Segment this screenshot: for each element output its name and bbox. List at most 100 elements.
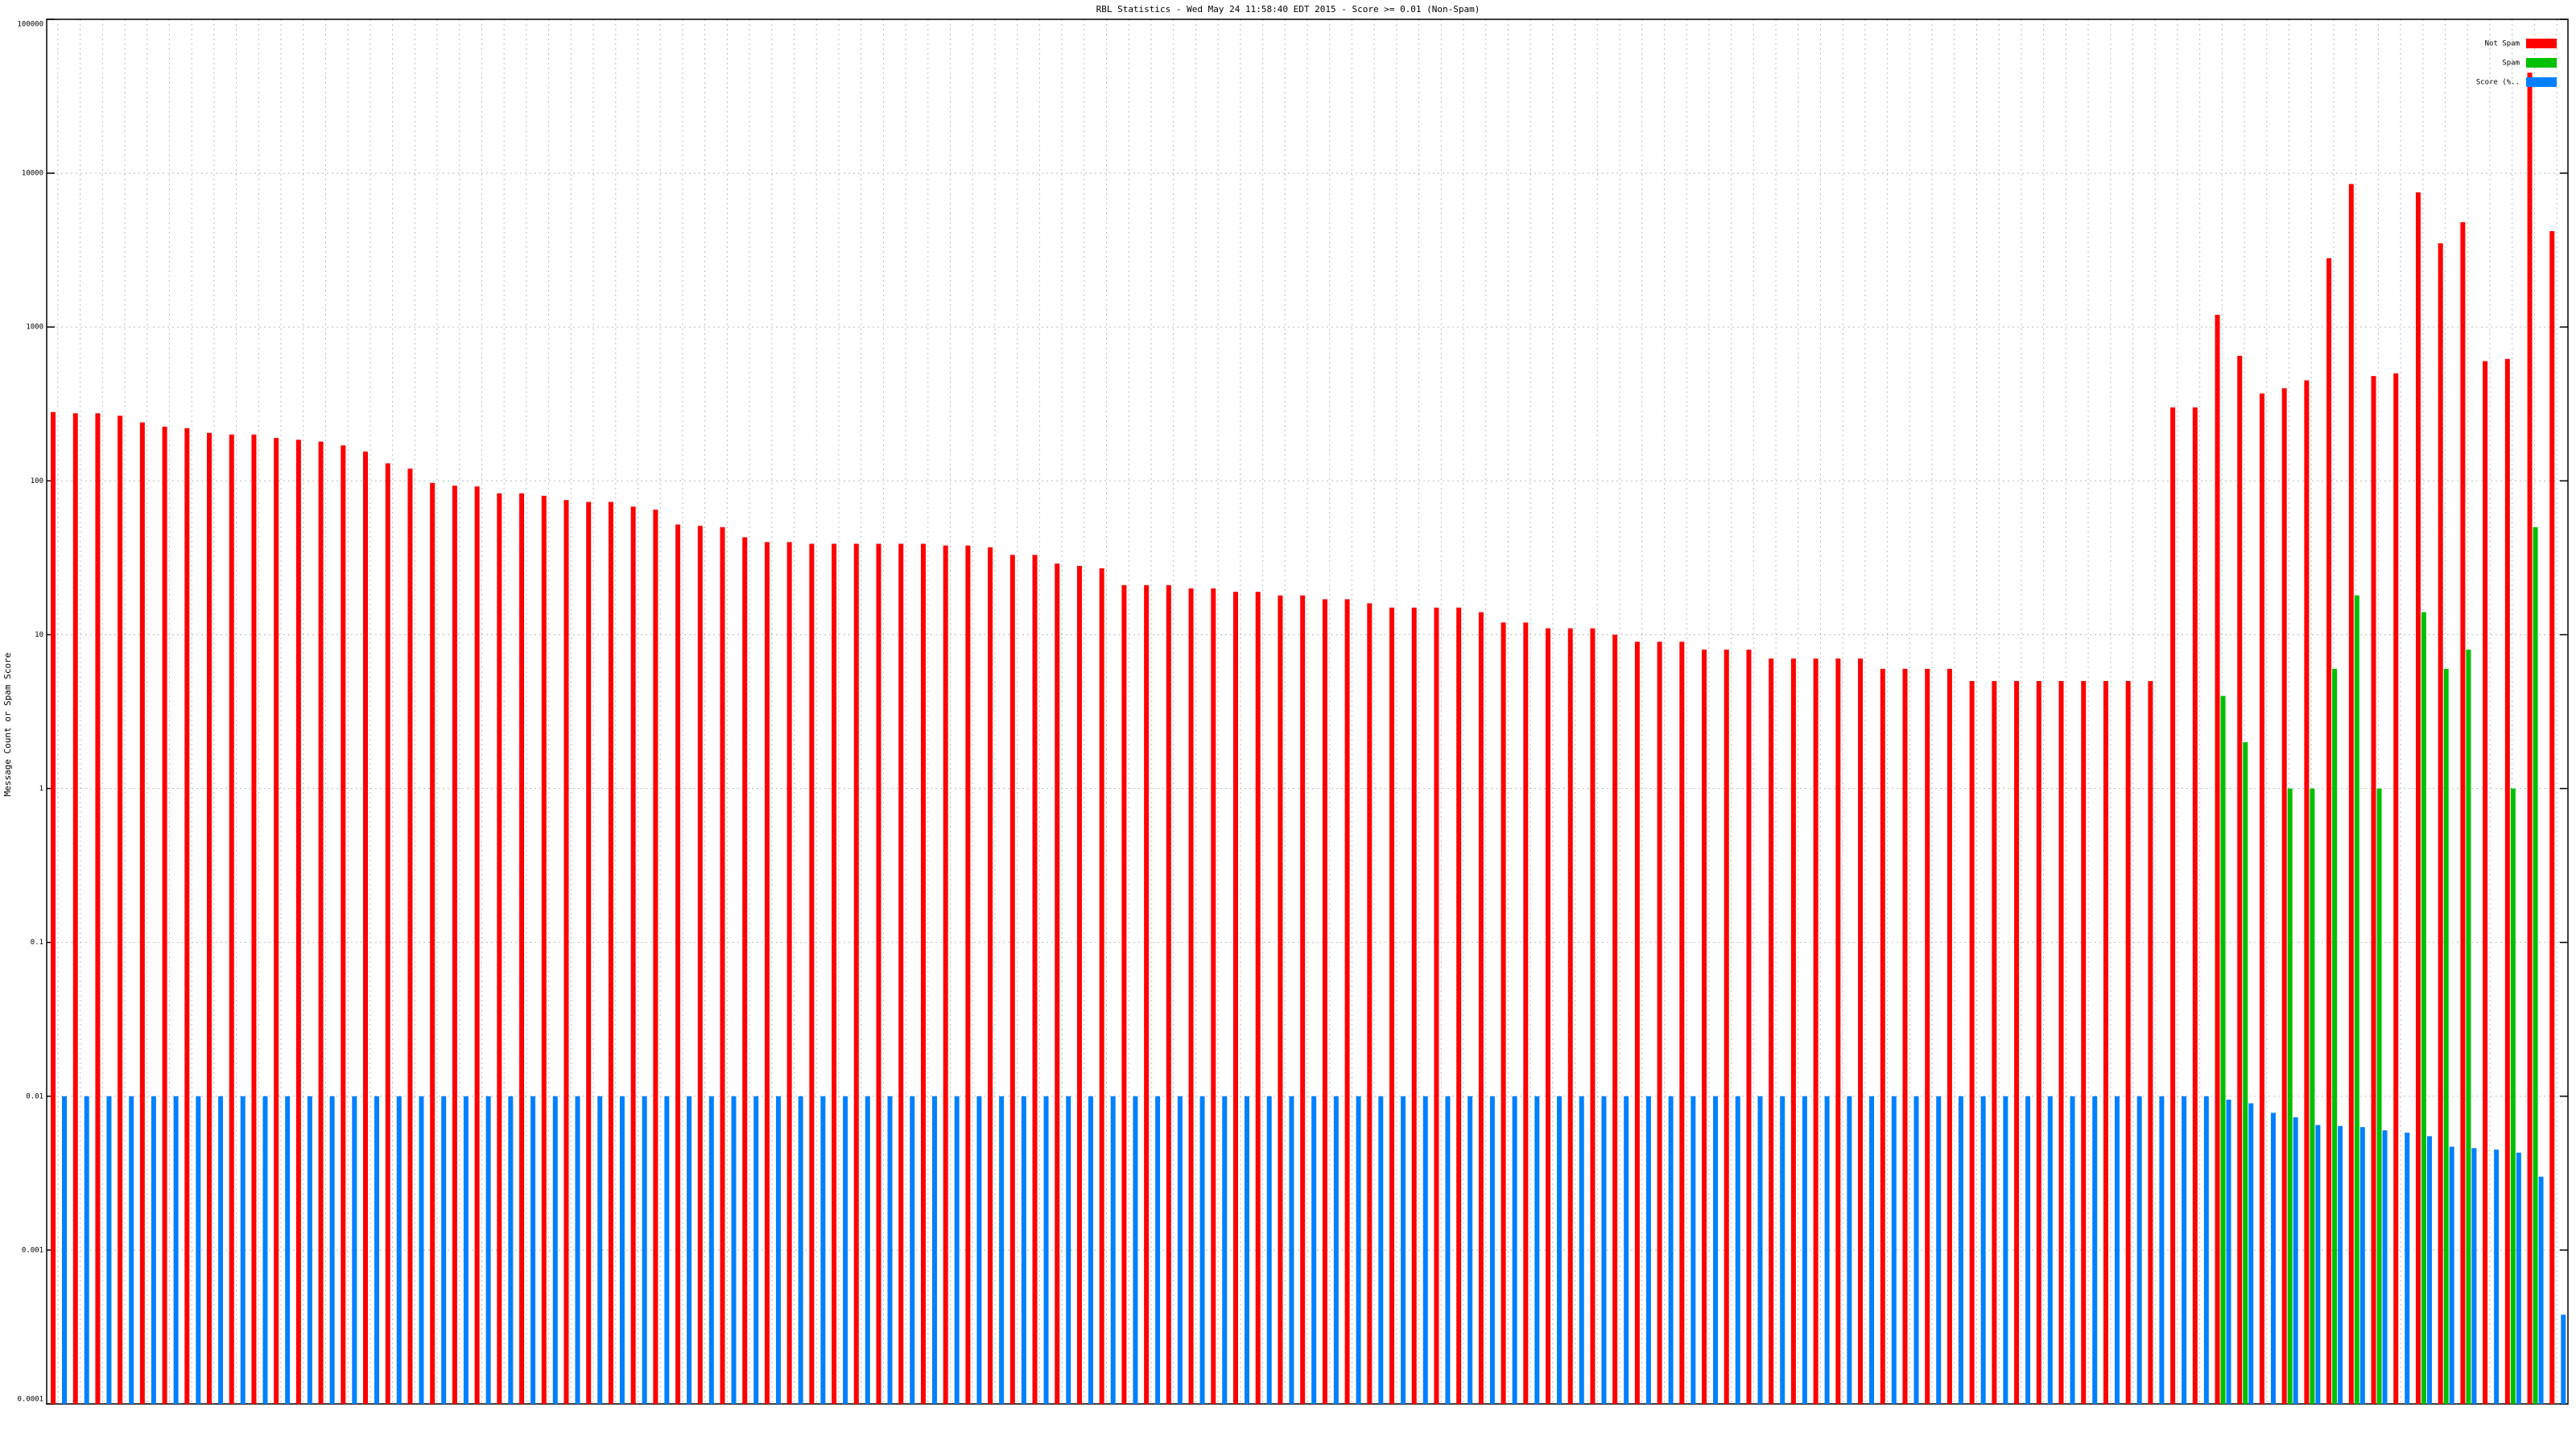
bar: [575, 1096, 580, 1404]
bar: [2449, 1146, 2454, 1404]
bar: [2494, 1150, 2500, 1404]
bar: [2460, 222, 2466, 1405]
bar: [564, 500, 569, 1405]
bar: [1155, 1096, 1161, 1404]
bar: [1612, 634, 1618, 1404]
bar: [1790, 658, 1796, 1404]
bar: [1902, 668, 1908, 1404]
bar: [742, 537, 748, 1404]
bar: [1188, 588, 1194, 1404]
bar: [1724, 649, 1729, 1404]
y-tick-label: 0.01: [26, 1092, 43, 1100]
bar: [1278, 595, 1283, 1404]
bar: [876, 543, 881, 1405]
bar: [2527, 72, 2533, 1405]
bar: [1434, 607, 1439, 1404]
bar: [2248, 1103, 2254, 1404]
bar: [1746, 649, 1752, 1404]
bar: [2338, 1125, 2343, 1404]
bar: [218, 1096, 224, 1404]
bar: [2058, 680, 2064, 1404]
bar: [832, 543, 837, 1405]
bar: [1757, 1096, 1763, 1404]
plot-frame: [46, 19, 2569, 1405]
bar: [2443, 668, 2449, 1404]
legend-swatch: [2526, 39, 2557, 48]
bar: [519, 493, 525, 1405]
bar: [1055, 564, 1060, 1404]
bar: [2047, 1096, 2053, 1404]
bar: [274, 438, 279, 1404]
bar: [329, 1096, 335, 1404]
bar: [1925, 668, 1930, 1404]
y-tick-label: 10000: [22, 170, 43, 178]
bar: [184, 427, 190, 1404]
bar: [1645, 1096, 1651, 1404]
bar: [1489, 1096, 1495, 1404]
chart-title: RBL Statistics - Wed May 24 11:58:40 EDT…: [1096, 4, 1480, 14]
legend-label: Score (%..: [2476, 79, 2520, 87]
y-tick-label: 1000: [26, 324, 43, 332]
bar: [2466, 649, 2471, 1404]
bar: [229, 434, 234, 1404]
bar: [1009, 555, 1015, 1405]
bar: [352, 1096, 357, 1404]
bar: [51, 411, 56, 1404]
bar: [1969, 680, 1975, 1404]
bar: [1713, 1096, 1719, 1404]
bar: [2538, 1176, 2544, 1404]
bar: [1936, 1096, 1942, 1404]
bar: [173, 1096, 179, 1404]
bar: [2405, 1132, 2410, 1404]
bar: [1557, 1096, 1563, 1404]
bar: [2561, 1315, 2566, 1404]
bar: [943, 545, 948, 1404]
bar: [619, 1096, 625, 1404]
bar: [2483, 361, 2488, 1404]
bar: [1702, 649, 1707, 1404]
bar: [1824, 1096, 1830, 1404]
bar: [95, 413, 101, 1404]
bar: [430, 482, 436, 1405]
bar: [2421, 612, 2426, 1404]
bar: [1679, 642, 1685, 1404]
bar: [1858, 658, 1864, 1404]
bar: [1992, 680, 1997, 1404]
bar: [653, 510, 658, 1404]
bar: [1847, 1096, 1852, 1404]
bar: [2259, 393, 2264, 1405]
bar: [1300, 595, 1306, 1404]
bar: [865, 1096, 870, 1404]
bar: [1411, 607, 1417, 1404]
bar: [586, 502, 592, 1404]
bar: [2159, 1096, 2165, 1404]
bar: [2354, 595, 2359, 1404]
bar: [898, 543, 904, 1405]
bar: [396, 1096, 402, 1404]
bar: [118, 415, 123, 1405]
bar: [999, 1096, 1005, 1404]
bar: [1501, 622, 1506, 1404]
bar: [1110, 1096, 1116, 1404]
bar: [2114, 1096, 2120, 1404]
bar: [1546, 628, 1551, 1404]
y-tick-label: 0.0001: [17, 1396, 43, 1404]
bar: [1478, 612, 1484, 1404]
bar: [474, 486, 480, 1404]
bar: [1322, 599, 1327, 1404]
bar: [1980, 1096, 1986, 1404]
bar: [1043, 1096, 1049, 1404]
bar: [2237, 355, 2243, 1404]
bar: [262, 1096, 268, 1404]
y-tick-label: 0.001: [22, 1246, 43, 1254]
bar: [1735, 1096, 1740, 1404]
bar: [954, 1096, 960, 1404]
bar: [798, 1096, 803, 1404]
bar: [2148, 680, 2153, 1404]
bar: [1579, 1096, 1584, 1404]
bar: [1534, 1096, 1540, 1404]
bar: [965, 545, 971, 1404]
bar: [2270, 1113, 2276, 1404]
bar: [129, 1096, 134, 1404]
bar: [1958, 1096, 1963, 1404]
